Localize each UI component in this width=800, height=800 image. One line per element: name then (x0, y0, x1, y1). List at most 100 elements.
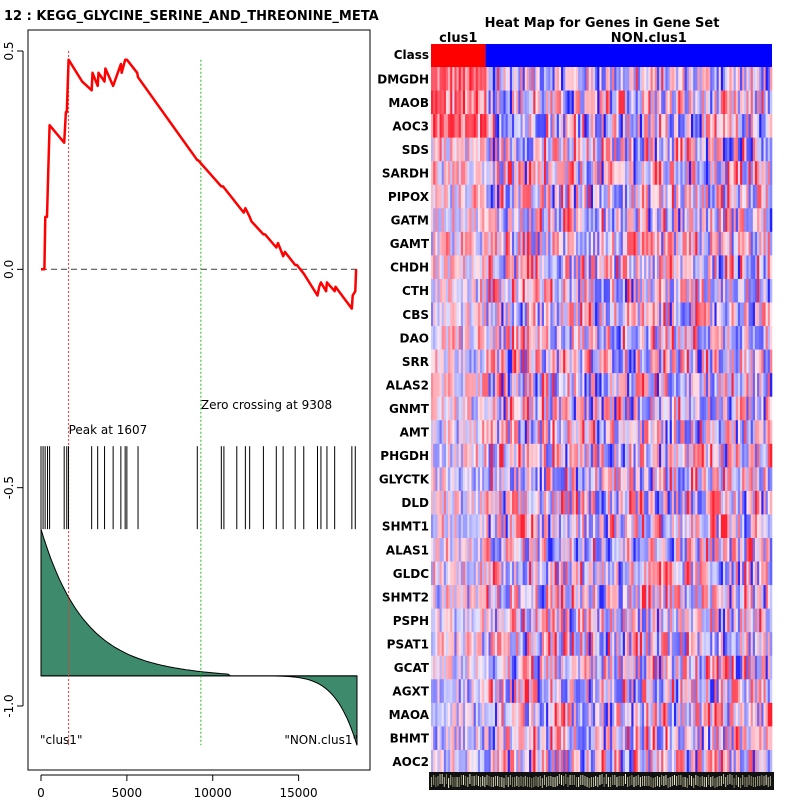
heatmap-cell (748, 90, 751, 115)
heatmap-cell (648, 726, 651, 751)
heatmap-cell (659, 161, 662, 186)
heatmap-cell (546, 655, 549, 680)
heatmap-cell (537, 655, 540, 680)
heatmap-cell (763, 278, 766, 303)
heatmap-cell (761, 514, 764, 539)
heatmap-cell (644, 420, 647, 445)
heatmap-cell (695, 278, 698, 303)
heatmap-cell (584, 679, 587, 704)
heatmap-cell (543, 702, 547, 727)
heatmap-cell (497, 326, 500, 350)
heatmap-cell (529, 302, 532, 327)
heatmap-cell (650, 114, 653, 138)
heatmap-cell (582, 326, 585, 350)
heatmap-cell (607, 420, 611, 445)
heatmap-cell (582, 749, 585, 774)
heatmap-cell (610, 278, 613, 303)
heatmap-cell (763, 231, 766, 256)
heatmap-cell (733, 655, 737, 680)
heatmap-cell (746, 726, 749, 751)
heatmap-cell (627, 396, 630, 421)
heatmap-cell (669, 514, 673, 539)
heatmap-cell (629, 396, 632, 421)
heatmap-cell (535, 632, 538, 657)
heatmap-cell (431, 726, 434, 751)
heatmap-cell (509, 231, 513, 256)
heatmap-cell (633, 208, 636, 233)
heatmap-cell (492, 137, 496, 162)
heatmap-cell (456, 726, 459, 751)
heatmap-cell (475, 373, 479, 397)
heatmap-cell (691, 373, 694, 397)
heatmap-cell (618, 655, 621, 680)
heatmap-cell (497, 561, 500, 586)
heatmap-cell (535, 255, 538, 280)
heatmap-cell (618, 231, 621, 256)
heatmap-cell (595, 679, 598, 704)
heatmap-cell (561, 67, 564, 91)
heatmap-cell (556, 749, 560, 774)
heatmap-cell (450, 726, 453, 751)
heatmap-cell (656, 231, 660, 256)
heatmap-cell (716, 632, 720, 657)
heatmap-cell (727, 184, 730, 209)
heatmap-cell (431, 137, 434, 162)
heatmap-cell (588, 702, 592, 727)
heatmap-cell (648, 208, 651, 233)
heatmap-cell (688, 655, 692, 680)
heatmap-cell (531, 90, 534, 115)
heatmap-cell (445, 443, 449, 468)
heatmap-cell (712, 467, 715, 492)
heatmap-cell (763, 632, 766, 657)
heatmap-cell (731, 655, 734, 680)
heatmap-cell (718, 632, 722, 657)
heatmap-cell (546, 184, 549, 209)
heatmap-cell (475, 608, 479, 633)
heatmap-cell (563, 349, 566, 374)
heatmap-cell (725, 137, 728, 162)
heatmap-cell (546, 561, 549, 586)
heatmap-cell (486, 326, 489, 350)
heatmap-cell (641, 514, 645, 539)
heatmap-cell (757, 114, 760, 138)
heatmap-cell (499, 326, 502, 350)
heatmap-cell (684, 208, 688, 233)
heatmap-cell (578, 561, 581, 586)
heatmap-cell (537, 184, 540, 209)
heatmap-cell (490, 608, 494, 633)
heatmap-cell (637, 420, 641, 445)
heatmap-cell (488, 726, 491, 751)
heatmap-cell (595, 373, 598, 397)
heatmap-cell (761, 349, 764, 374)
heatmap-cell (635, 302, 639, 327)
heatmap-cell (605, 467, 609, 492)
heatmap-cell (482, 443, 485, 468)
heatmap-cell (725, 726, 728, 751)
heatmap-cell (526, 726, 530, 751)
heatmap-cell (705, 302, 709, 327)
heatmap-cell (676, 302, 679, 327)
heatmap-cell (697, 538, 700, 562)
heatmap-cell (505, 467, 509, 492)
heatmap-cell (586, 726, 590, 751)
heatmap-cell (443, 632, 447, 657)
heatmap-cell (605, 702, 609, 727)
column-label-mark (541, 778, 543, 788)
heatmap-cell (465, 278, 468, 303)
heatmap-cell (503, 373, 506, 397)
heatmap-cell (618, 702, 621, 727)
heatmap-cell (586, 655, 590, 680)
heatmap-cell (761, 90, 764, 115)
heatmap-cell (671, 679, 675, 704)
heatmap-cell (676, 514, 679, 539)
heatmap-cell (695, 467, 698, 492)
heatmap-cell (744, 396, 747, 421)
heatmap-cell (769, 702, 773, 727)
heatmap-cell (752, 490, 756, 515)
heatmap-cell (620, 161, 624, 186)
heatmap-cell (665, 726, 668, 751)
heatmap-cell (752, 585, 756, 609)
heatmap-cell (494, 514, 498, 539)
heatmap-cell (458, 90, 462, 115)
heatmap-cell (757, 561, 760, 586)
